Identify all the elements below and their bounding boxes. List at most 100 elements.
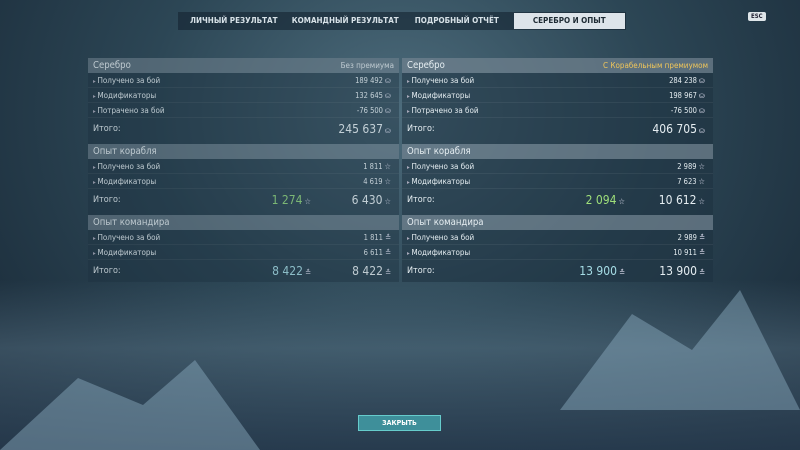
account-type-label: С Корабельным премиумом bbox=[603, 61, 708, 70]
total-value: 245 637 bbox=[338, 122, 383, 136]
star-icon: ☆ bbox=[698, 197, 705, 206]
commander-xp-icon: ≛ bbox=[698, 232, 705, 242]
section-title: Опыт корабля bbox=[407, 146, 471, 157]
total-label: Итого: bbox=[93, 266, 121, 276]
row-value: 284 238 bbox=[669, 75, 697, 85]
tab-1[interactable]: КОМАНДНЫЙ РЕЗУЛЬТАТ bbox=[291, 16, 399, 25]
breakdown-row[interactable]: Модификаторы 10 911≛ bbox=[402, 245, 713, 260]
total-row: Итого: 8 422 ≛ 8 422 ≛ bbox=[88, 260, 399, 282]
row-value-wrap: 6 611 ≛ bbox=[364, 248, 391, 257]
breakdown-row[interactable]: Модификаторы 4 619☆ bbox=[88, 174, 399, 189]
breakdown-row[interactable]: Получено за бой 1 811☆ bbox=[88, 159, 399, 174]
row-value-wrap: 198 967 ⛀ bbox=[669, 91, 705, 100]
section-header: Опыт корабля bbox=[88, 144, 399, 159]
section-header: Опыт командира bbox=[402, 215, 713, 230]
tab-2[interactable]: ПОДРОБНЫЙ ОТЧЁТ bbox=[414, 16, 499, 25]
credits-icon: ⛀ bbox=[698, 90, 705, 100]
row-value-wrap: 284 238 ⛀ bbox=[669, 76, 705, 85]
row-value: 1 811 bbox=[363, 161, 383, 171]
row-value-wrap: 189 492 ⛀ bbox=[355, 76, 391, 85]
section-title: Серебро bbox=[407, 60, 445, 71]
breakdown-row[interactable]: Модификаторы 132 645⛀ bbox=[88, 88, 399, 103]
grand-total: 8 422 ≛ bbox=[331, 264, 391, 278]
total-label: Итого: bbox=[407, 195, 435, 205]
breakdown-row[interactable]: Потрачено за бой -76 500⛀ bbox=[402, 103, 713, 118]
total-row: Итого: 406 705 ⛀ bbox=[402, 118, 713, 140]
row-value: 4 619 bbox=[363, 176, 383, 186]
commander-xp-icon: ≛ bbox=[698, 268, 705, 277]
row-value-wrap: 2 989 ≛ bbox=[678, 233, 705, 242]
row-label: Получено за бой bbox=[93, 162, 160, 171]
breakdown-row[interactable]: Получено за бой 2 989≛ bbox=[402, 230, 713, 245]
row-value-wrap: -76 500 ⛀ bbox=[357, 106, 391, 115]
tab-3[interactable]: СЕРЕБРО И ОПЫТ bbox=[513, 13, 625, 29]
commander-xp-icon: ≛ bbox=[384, 247, 391, 257]
grand-total: 6 430 ☆ bbox=[331, 193, 391, 207]
row-label: Потрачено за бой bbox=[93, 106, 164, 115]
total-value: 406 705 bbox=[652, 122, 697, 136]
free-total: 8 422 ≛ bbox=[251, 264, 311, 278]
row-label: Модификаторы bbox=[407, 91, 470, 100]
credits-icon: ⛀ bbox=[384, 126, 391, 135]
commander-xp-icon: ≛ bbox=[384, 232, 391, 242]
row-value: 132 645 bbox=[355, 90, 383, 100]
row-value-wrap: 1 811 ≛ bbox=[364, 233, 391, 242]
total-value: 10 612 bbox=[658, 193, 697, 207]
breakdown-row[interactable]: Получено за бой 2 989☆ bbox=[402, 159, 713, 174]
close-button[interactable]: ЗАКРЫТЬ bbox=[358, 415, 441, 431]
section-title: Серебро bbox=[93, 60, 131, 71]
tab-0[interactable]: ЛИЧНЫЙ РЕЗУЛЬТАТ bbox=[189, 16, 278, 25]
esc-key-hint[interactable]: ESC bbox=[748, 12, 766, 21]
row-value-wrap: 2 989 ☆ bbox=[677, 162, 705, 171]
row-value-wrap: -76 500 ⛀ bbox=[671, 106, 705, 115]
section-header: Опыт корабля bbox=[402, 144, 713, 159]
breakdown-row[interactable]: Получено за бой 189 492⛀ bbox=[88, 73, 399, 88]
account-type-label: Без премиума bbox=[340, 61, 394, 70]
breakdown-row[interactable]: Получено за бой 1 811≛ bbox=[88, 230, 399, 245]
row-value: -76 500 bbox=[356, 105, 383, 115]
row-label: Получено за бой bbox=[407, 233, 474, 242]
row-label: Получено за бой bbox=[407, 162, 474, 171]
breakdown-row[interactable]: Модификаторы 6 611≛ bbox=[88, 245, 399, 260]
commander-xp-icon: ≛ bbox=[618, 268, 625, 277]
free-total: 2 094 ☆ bbox=[565, 193, 625, 207]
right-panel: Серебро С Корабельным премиумом Получено з… bbox=[402, 58, 713, 282]
total-row: Итого: 1 274 ☆ 6 430 ☆ bbox=[88, 189, 399, 211]
row-label: Модификаторы bbox=[407, 177, 470, 186]
breakdown-row[interactable]: Получено за бой 284 238⛀ bbox=[402, 73, 713, 88]
star-icon: ☆ bbox=[698, 176, 705, 186]
row-value: 198 967 bbox=[669, 90, 697, 100]
credits-icon: ⛀ bbox=[384, 105, 391, 115]
row-value: 2 989 bbox=[677, 232, 697, 242]
total-row: Итого: 2 094 ☆ 10 612 ☆ bbox=[402, 189, 713, 211]
breakdown-row[interactable]: Потрачено за бой -76 500⛀ bbox=[88, 103, 399, 118]
total-value: 13 900 bbox=[659, 264, 697, 278]
row-label: Модификаторы bbox=[407, 248, 470, 257]
section-title: Опыт корабля bbox=[93, 146, 157, 157]
breakdown-row[interactable]: Модификаторы 198 967⛀ bbox=[402, 88, 713, 103]
section-title: Опыт командира bbox=[93, 217, 170, 228]
row-value: -76 500 bbox=[670, 105, 697, 115]
total-label: Итого: bbox=[93, 124, 121, 134]
row-value-wrap: 132 645 ⛀ bbox=[355, 91, 391, 100]
star-icon: ☆ bbox=[618, 197, 625, 206]
free-total-value: 1 274 bbox=[271, 193, 303, 207]
total-label: Итого: bbox=[407, 266, 435, 276]
section-header: Опыт командира bbox=[88, 215, 399, 230]
row-value: 7 623 bbox=[677, 176, 697, 186]
row-label: Модификаторы bbox=[93, 177, 156, 186]
star-icon: ☆ bbox=[384, 197, 391, 206]
grand-total: 406 705 ⛀ bbox=[645, 122, 705, 136]
breakdown-row[interactable]: Модификаторы 7 623☆ bbox=[402, 174, 713, 189]
credits-icon: ⛀ bbox=[698, 126, 705, 135]
tab-bar: ЛИЧНЫЙ РЕЗУЛЬТАТ КОМАНДНЫЙ РЕЗУЛЬТАТ ПОДРО… bbox=[178, 12, 626, 30]
row-label: Модификаторы bbox=[93, 248, 156, 257]
free-total: 13 900 ≛ bbox=[565, 264, 625, 278]
star-icon: ☆ bbox=[304, 197, 311, 206]
row-value-wrap: 7 623 ☆ bbox=[677, 177, 705, 186]
total-value: 6 430 bbox=[351, 193, 383, 207]
credits-icon: ⛀ bbox=[384, 75, 391, 85]
grand-total: 10 612 ☆ bbox=[645, 193, 705, 207]
section-header: Серебро Без премиума bbox=[88, 58, 399, 73]
row-label: Потрачено за бой bbox=[407, 106, 478, 115]
